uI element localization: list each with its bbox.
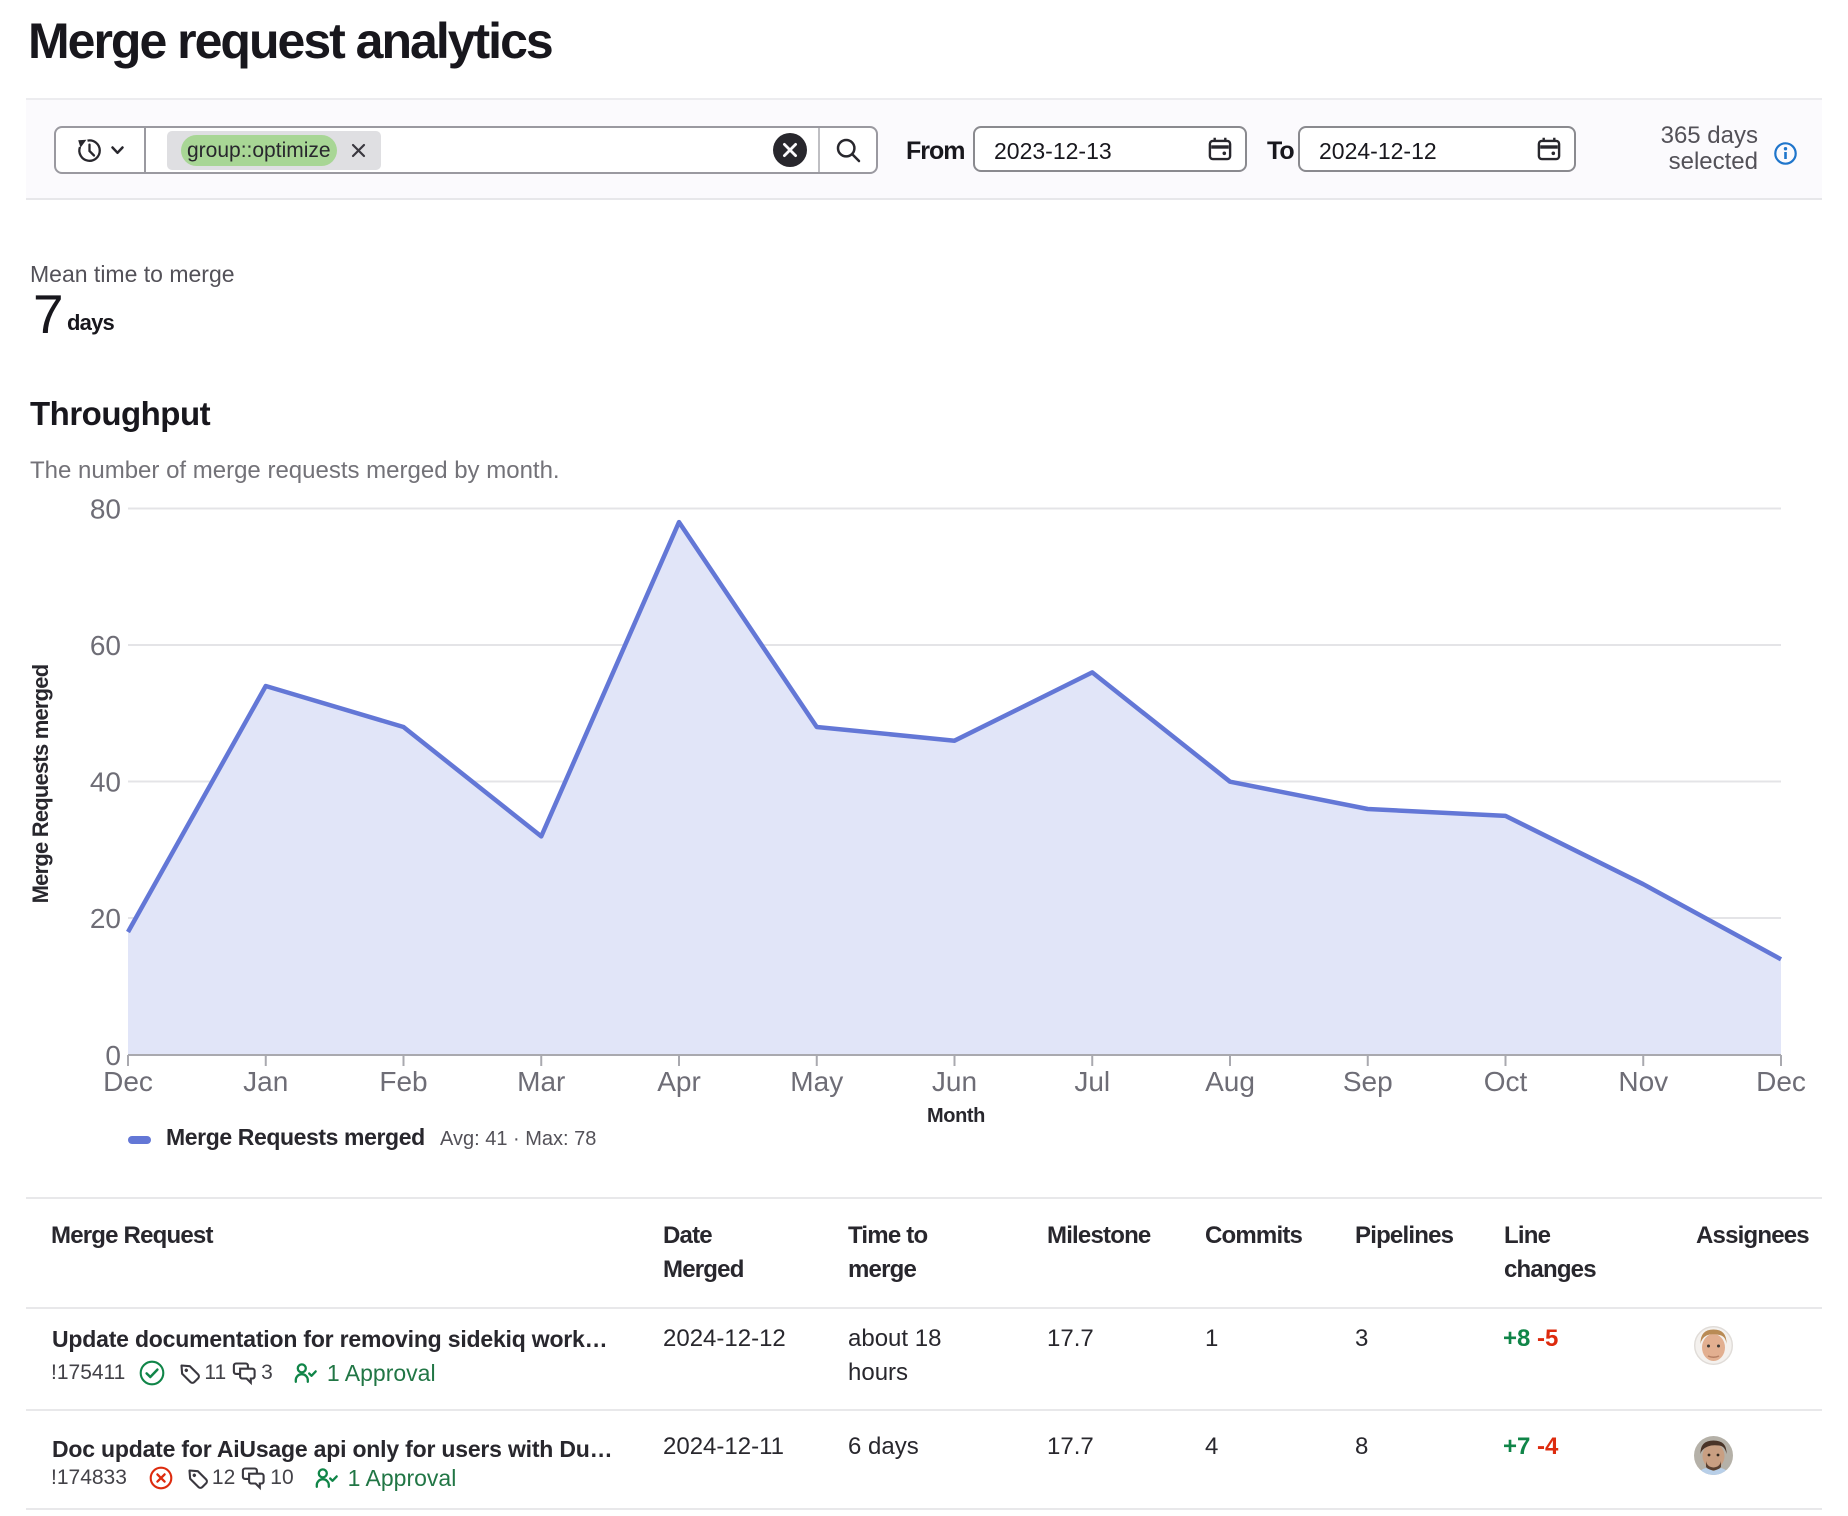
svg-text:Merge Requests merged: Merge Requests merged: [28, 665, 53, 904]
svg-text:Dec: Dec: [103, 1066, 153, 1097]
svg-text:Feb: Feb: [379, 1066, 427, 1097]
svg-text:May: May: [790, 1066, 843, 1097]
svg-text:60: 60: [90, 630, 121, 661]
svg-text:80: 80: [90, 494, 121, 525]
svg-text:Apr: Apr: [657, 1066, 701, 1097]
svg-text:0: 0: [105, 1040, 121, 1071]
svg-text:Month: Month: [927, 1105, 985, 1127]
svg-text:Mar: Mar: [517, 1066, 565, 1097]
svg-text:Sep: Sep: [1343, 1066, 1393, 1097]
svg-text:Jan: Jan: [243, 1066, 288, 1097]
svg-text:Aug: Aug: [1205, 1066, 1255, 1097]
svg-text:20: 20: [90, 903, 121, 934]
svg-text:Jul: Jul: [1074, 1066, 1110, 1097]
svg-text:Jun: Jun: [932, 1066, 977, 1097]
svg-text:40: 40: [90, 767, 121, 798]
svg-text:Oct: Oct: [1484, 1066, 1528, 1097]
svg-text:Dec: Dec: [1756, 1066, 1806, 1097]
svg-text:Nov: Nov: [1618, 1066, 1668, 1097]
